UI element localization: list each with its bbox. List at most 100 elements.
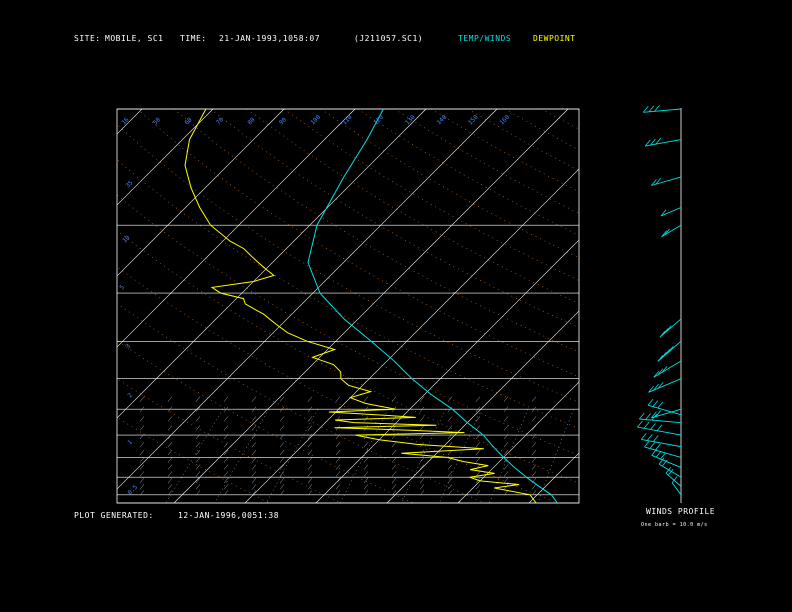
plot-wind-tick xyxy=(279,425,285,431)
wind-barb-flag xyxy=(653,383,659,391)
plot-wind-tick xyxy=(279,406,285,412)
plot-wind-tick xyxy=(167,442,173,448)
plot-wind-tick xyxy=(447,484,453,490)
plot-wind-tick xyxy=(391,442,397,448)
plot-wind-tick xyxy=(503,406,509,412)
plot-wind-tick xyxy=(195,457,201,463)
time-value: 21-JAN-1993,1058:07 xyxy=(219,34,321,43)
plot-wind-tick xyxy=(391,396,397,402)
plot-wind-tick xyxy=(195,490,201,496)
moist-adiabat-label: 160 xyxy=(498,114,511,127)
plot-wind-tick xyxy=(279,484,285,490)
dry-adiabat-line xyxy=(283,109,579,281)
plot-wind-tick xyxy=(307,484,313,490)
wind-barb xyxy=(647,404,682,416)
plot-wind-tick xyxy=(307,490,313,496)
plot-wind-tick xyxy=(195,477,201,484)
plot-wind-tick xyxy=(279,442,285,448)
plot-wind-tick xyxy=(167,477,173,484)
wind-barb xyxy=(637,426,682,436)
plot-wind-tick xyxy=(531,449,537,456)
wind-barb-flag xyxy=(653,370,660,378)
dry-adiabat-line xyxy=(467,109,579,171)
plot-wind-tick xyxy=(279,433,285,440)
dry-adiabat-line xyxy=(320,109,579,259)
plot-generated-label: PLOT GENERATED: xyxy=(74,511,154,520)
wind-barb-flag xyxy=(655,443,661,451)
plot-wind-tick xyxy=(391,471,397,477)
plot-wind-tick xyxy=(475,457,481,463)
plot-wind-tick xyxy=(167,464,173,470)
plot-wind-tick xyxy=(139,425,145,431)
plot-wind-tick xyxy=(223,457,229,463)
plot-wind-tick xyxy=(391,433,397,440)
plot-wind-tick xyxy=(335,442,341,448)
plot-wind-tick xyxy=(139,464,145,470)
dewpoint-line xyxy=(184,109,537,503)
isobars xyxy=(116,108,580,504)
isotherm-line xyxy=(244,168,579,503)
plot-wind-tick xyxy=(139,396,145,402)
plot-wind-tick xyxy=(335,406,341,412)
moist-left-label: 1 xyxy=(126,439,134,447)
plot-wind-tick xyxy=(531,464,537,470)
wind-barb-flag xyxy=(655,177,662,185)
plot-wind-tick xyxy=(251,464,257,470)
wind-barb-flag xyxy=(654,105,660,112)
plot-wind-tick xyxy=(503,464,509,470)
moist-adiabat-label: 70 xyxy=(215,116,225,126)
plot-wind-tick xyxy=(195,406,201,412)
plot-wind-tick xyxy=(391,464,397,470)
dry-adiabat-line xyxy=(577,109,579,110)
wind-barb-flag xyxy=(665,325,672,332)
plot-wind-tick xyxy=(223,449,229,456)
plot-wind-tick xyxy=(419,416,425,422)
axis-labels: 16 50 60 70 80 90 100 110 120 130 140 150 160 35 10 5 3 2… xyxy=(118,114,511,497)
moist-adiabat-label: 50 xyxy=(152,116,162,126)
plot-wind-tick xyxy=(447,416,453,422)
wind-barb-flag xyxy=(656,424,663,431)
plot-wind-tick xyxy=(447,425,453,431)
moist-adiabat-label: 120 xyxy=(372,114,385,127)
plot-wind-tick xyxy=(223,396,229,402)
plot-wind-tick xyxy=(363,471,369,477)
plot-wind-tick xyxy=(391,416,397,422)
wind-barb xyxy=(645,139,682,147)
plot-wind-tick xyxy=(223,433,229,440)
wind-barb-flag xyxy=(660,209,667,217)
plot-wind-tick xyxy=(531,416,537,422)
wind-barb-flag xyxy=(655,137,662,145)
plot-wind-tick xyxy=(335,433,341,440)
plot-wind-tick xyxy=(167,396,173,402)
plot-wind-tick xyxy=(223,464,229,470)
wind-barb-flag xyxy=(646,434,653,441)
plot-wind-tick xyxy=(503,416,509,422)
plot-wind-tick xyxy=(335,449,341,456)
plot-wind-tick xyxy=(279,449,285,456)
plot-wind-tick xyxy=(503,442,509,448)
plot-wind-tick xyxy=(419,457,425,463)
moist-adiabat-label: 60 xyxy=(183,116,193,126)
plot-wind-tick xyxy=(391,490,397,496)
plot-wind-tick xyxy=(531,396,537,402)
plot-wind-tick xyxy=(195,433,201,440)
dry-adiabat-line xyxy=(210,109,579,328)
moist-adiabat-label: 150 xyxy=(467,114,480,127)
moist-left-label: 10 xyxy=(121,234,131,244)
plot-wind-tick xyxy=(223,490,229,496)
plot-wind-tick xyxy=(307,464,313,470)
wind-barb-flag xyxy=(667,346,674,353)
isotherm-line xyxy=(386,310,579,503)
plot-wind-tick xyxy=(475,416,481,422)
plot-wind-tick xyxy=(391,477,397,484)
moist-adiabat-label: 16 xyxy=(120,116,130,126)
wind-barb xyxy=(643,108,682,113)
plot-wind-tick xyxy=(167,416,173,422)
plot-wind-tick xyxy=(307,425,313,431)
isotherm-line xyxy=(117,109,285,277)
plot-wind-tick xyxy=(419,464,425,470)
plot-wind-tick xyxy=(475,406,481,412)
plot-wind-tick xyxy=(447,490,453,496)
wind-barb-flag xyxy=(661,459,668,467)
wind-barb-flag xyxy=(649,442,656,449)
